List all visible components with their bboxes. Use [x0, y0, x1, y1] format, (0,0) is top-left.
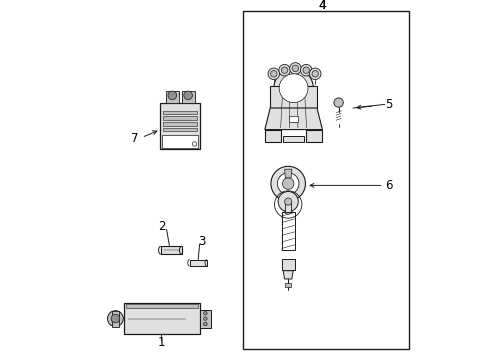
Bar: [284, 200, 293, 207]
Polygon shape: [270, 86, 317, 108]
Text: 5: 5: [385, 98, 392, 111]
Text: 6: 6: [385, 179, 393, 192]
Text: 2: 2: [158, 220, 165, 233]
Bar: [283, 136, 304, 142]
Circle shape: [278, 192, 298, 212]
Bar: [200, 310, 211, 328]
Text: 4: 4: [318, 0, 326, 12]
Circle shape: [107, 311, 123, 327]
Circle shape: [277, 173, 299, 194]
Bar: [163, 128, 197, 131]
Bar: [160, 103, 200, 149]
Bar: [161, 246, 182, 254]
Bar: [163, 122, 197, 126]
Circle shape: [268, 68, 280, 80]
Circle shape: [281, 67, 288, 73]
Polygon shape: [283, 271, 293, 279]
Bar: [126, 304, 198, 307]
Polygon shape: [306, 130, 322, 142]
Circle shape: [285, 198, 292, 205]
Polygon shape: [265, 130, 281, 142]
Circle shape: [168, 91, 176, 100]
Circle shape: [111, 314, 120, 323]
Bar: [285, 283, 291, 287]
Circle shape: [274, 68, 314, 108]
Circle shape: [292, 65, 298, 72]
Circle shape: [282, 178, 294, 189]
Bar: [124, 303, 200, 334]
Circle shape: [279, 64, 291, 76]
Bar: [112, 311, 119, 327]
Circle shape: [300, 64, 312, 76]
Bar: [282, 212, 294, 250]
Circle shape: [310, 68, 321, 80]
Circle shape: [271, 166, 305, 201]
Bar: [285, 203, 291, 212]
Text: 4: 4: [318, 0, 326, 12]
Circle shape: [290, 63, 301, 74]
Polygon shape: [285, 169, 292, 178]
Circle shape: [312, 71, 318, 77]
Circle shape: [204, 311, 207, 315]
Polygon shape: [265, 108, 322, 130]
Circle shape: [184, 91, 193, 100]
Circle shape: [279, 74, 308, 103]
Circle shape: [204, 317, 207, 320]
Circle shape: [284, 206, 293, 214]
Circle shape: [193, 142, 197, 146]
Bar: [162, 135, 198, 148]
Circle shape: [303, 67, 310, 73]
Bar: [289, 116, 298, 122]
Bar: [243, 11, 409, 349]
Circle shape: [204, 322, 207, 326]
Bar: [182, 91, 195, 103]
Text: 1: 1: [158, 336, 165, 349]
Circle shape: [334, 98, 343, 107]
Bar: [163, 116, 197, 120]
Bar: [282, 259, 294, 270]
Text: 3: 3: [198, 235, 205, 248]
Circle shape: [270, 71, 277, 77]
Bar: [166, 91, 179, 103]
Bar: [190, 260, 207, 266]
Text: 7: 7: [131, 132, 139, 145]
Bar: [163, 111, 197, 114]
